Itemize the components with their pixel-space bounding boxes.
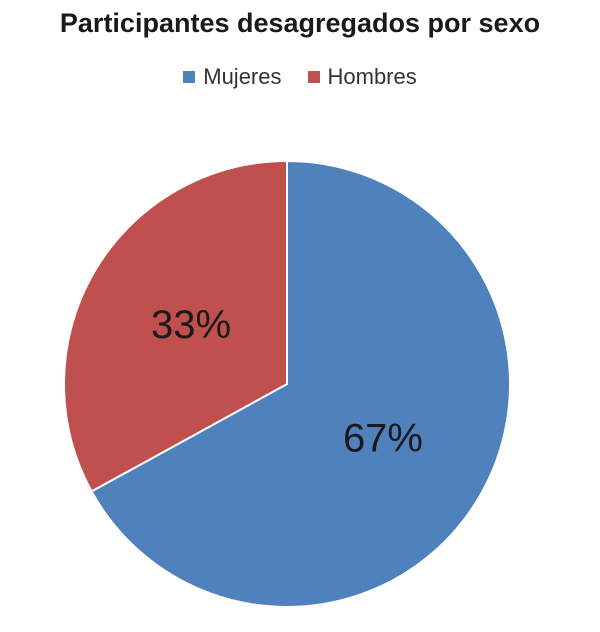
- legend-label-mujeres: Mujeres: [203, 64, 282, 89]
- slice-label-mujeres: 67%: [343, 416, 423, 460]
- legend-swatch-mujeres: [183, 71, 196, 83]
- legend-item-hombres: Hombres: [307, 64, 417, 90]
- pie-slice-hombres: [63, 159, 288, 493]
- legend-label-hombres: Hombres: [327, 64, 417, 89]
- chart-title: Participantes desagregados por sexo: [59, 8, 541, 38]
- legend-item-mujeres: Mujeres: [183, 64, 282, 90]
- chart-legend: Mujeres Hombres: [0, 64, 600, 90]
- slice-label-hombres: 33%: [151, 303, 231, 347]
- legend-swatch-hombres: [307, 71, 320, 83]
- pie-slice-mujeres: [90, 159, 511, 608]
